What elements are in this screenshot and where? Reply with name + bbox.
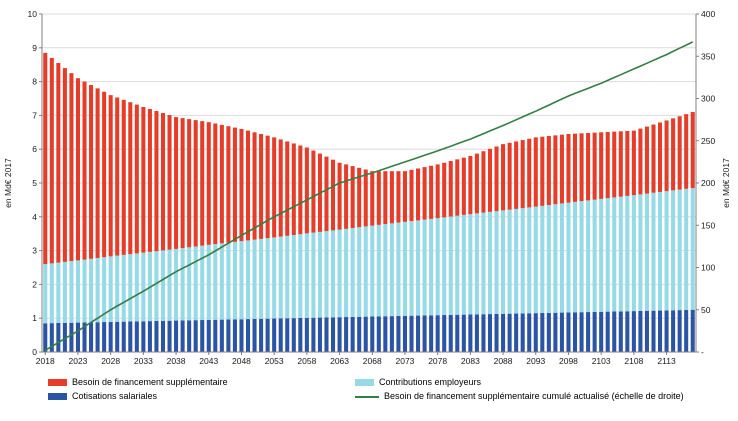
legend-swatch-1 [355,379,374,386]
legend-swatch-0 [48,379,67,386]
svg-text:7: 7 [32,110,37,120]
svg-text:2038: 2038 [167,356,186,366]
legend-item-3: Besoin de financement supplémentaire cum… [355,391,720,402]
svg-text:250: 250 [701,136,715,146]
svg-text:2058: 2058 [297,356,316,366]
svg-text:2048: 2048 [232,356,251,366]
svg-text:150: 150 [701,220,715,230]
svg-text:2078: 2078 [428,356,447,366]
svg-text:9: 9 [32,43,37,53]
gridlines [42,13,696,319]
svg-text:2113: 2113 [657,356,676,366]
svg-text:2073: 2073 [396,356,415,366]
svg-text:2028: 2028 [101,356,120,366]
svg-text:8: 8 [32,77,37,87]
svg-text:2068: 2068 [363,356,382,366]
svg-text:-: - [701,347,704,357]
svg-text:300: 300 [701,94,715,104]
svg-text:6: 6 [32,144,37,154]
svg-text:2043: 2043 [199,356,218,366]
svg-text:2088: 2088 [494,356,513,366]
stacked-bars [43,52,695,352]
legend: Besoin de financement supplémentaire Cont… [48,377,720,402]
axes [39,13,699,355]
legend-item-0: Besoin de financement supplémentaire [48,377,355,388]
right-axis-title: en Md€ 2017 [721,158,731,208]
tick-labels: 0 1 2 3 4 5 6 7 8 9 10 - 50 100 150 200 250 300 350 400 2018… [28,9,716,366]
legend-line-swatch-3 [355,395,379,398]
legend-item-2: Cotisations salariales [48,391,355,402]
svg-text:100: 100 [701,263,715,273]
svg-text:50: 50 [701,305,711,315]
legend-label-3: Besoin de financement supplémentaire cum… [384,391,684,401]
legend-label-2: Cotisations salariales [72,391,158,401]
svg-text:2023: 2023 [69,356,88,366]
svg-text:350: 350 [701,51,715,61]
left-axis-title: en Md€ 2017 [3,158,13,208]
svg-text:2098: 2098 [559,356,578,366]
svg-text:2103: 2103 [592,356,611,366]
svg-text:2033: 2033 [134,356,153,366]
legend-label-1: Contributions employeurs [379,377,482,387]
svg-text:2083: 2083 [461,356,480,366]
svg-text:0: 0 [32,347,37,357]
legend-label-0: Besoin de financement supplémentaire [72,377,228,387]
cumulative-line [44,41,694,351]
svg-text:10: 10 [28,9,38,19]
svg-text:400: 400 [701,9,715,19]
svg-text:2018: 2018 [36,356,55,366]
svg-text:2093: 2093 [526,356,545,366]
svg-text:2063: 2063 [330,356,349,366]
svg-text:2053: 2053 [265,356,284,366]
legend-item-1: Contributions employeurs [355,377,720,388]
svg-text:4: 4 [32,212,37,222]
svg-text:2: 2 [32,279,37,289]
legend-swatch-2 [48,393,67,400]
svg-text:3: 3 [32,246,37,256]
svg-text:5: 5 [32,178,37,188]
svg-text:2108: 2108 [624,356,643,366]
svg-text:200: 200 [701,178,715,188]
svg-text:1: 1 [32,313,37,323]
